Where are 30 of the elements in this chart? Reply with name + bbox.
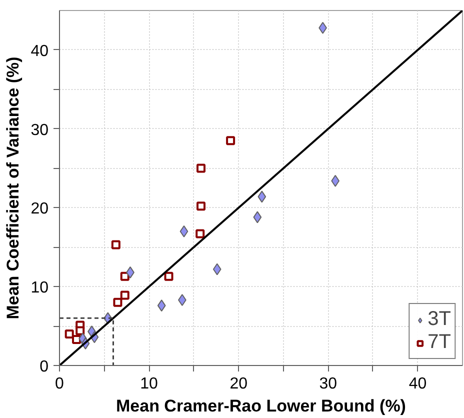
point (111, 240, 120, 250)
x-tick-label: 0 (55, 376, 64, 392)
point (113, 298, 122, 307)
point (164, 272, 174, 281)
point (212, 263, 222, 276)
x-tick-label: 20 (230, 376, 248, 392)
y-tick-label: 0 (40, 358, 49, 376)
legend-label: 7T (428, 331, 451, 354)
point (64, 329, 74, 338)
x-axis-title: Mean Cramer-Rao Lower Bound (%) (116, 396, 406, 416)
point (196, 164, 206, 173)
legend-label: 3T (428, 308, 451, 331)
point (120, 290, 130, 300)
point (180, 225, 188, 238)
point (157, 300, 166, 312)
point (72, 334, 82, 344)
point (196, 202, 206, 211)
y-axis-title: Mean Coefficient of Variance (%) (4, 56, 23, 320)
point (258, 190, 266, 203)
x-tick-label: 30 (319, 376, 338, 392)
x-tick-label: 40 (408, 376, 427, 392)
y-tick-label: 40 (30, 42, 49, 60)
y-tick-label: 20 (30, 200, 49, 218)
point (253, 211, 262, 224)
y-tick-label: 10 (30, 280, 49, 297)
y-tick-label: 30 (30, 122, 49, 139)
point (76, 326, 85, 336)
point (196, 229, 205, 238)
x-tick-label: 10 (140, 376, 158, 392)
point (226, 136, 236, 146)
